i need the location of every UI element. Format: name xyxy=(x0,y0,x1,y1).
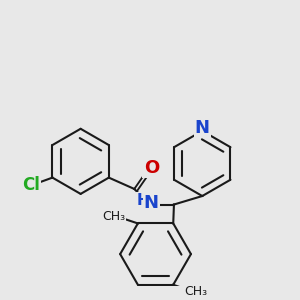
Text: O: O xyxy=(144,159,159,177)
Text: N: N xyxy=(195,119,210,137)
Text: N: N xyxy=(144,194,159,212)
Text: CH₃: CH₃ xyxy=(102,210,125,223)
Text: Cl: Cl xyxy=(22,176,40,194)
Text: CH₃: CH₃ xyxy=(184,285,208,298)
Text: H: H xyxy=(136,193,149,208)
